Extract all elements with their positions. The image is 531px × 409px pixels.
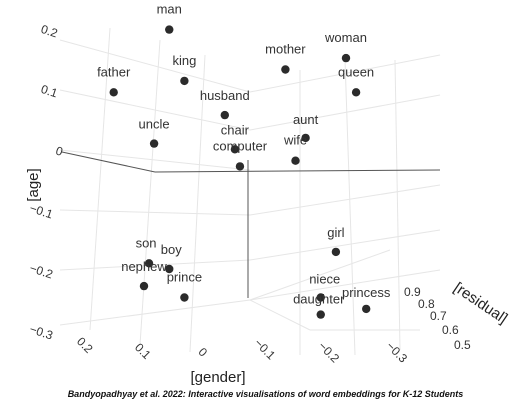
grid [59, 27, 441, 356]
data-point-wife [291, 156, 300, 165]
point-label-princess: princess [342, 285, 391, 300]
x-tick-label: −0.2 [315, 339, 342, 366]
data-point-boy [165, 264, 174, 274]
grid-line [249, 229, 441, 261]
y-axis-title: [age] [25, 168, 42, 201]
data-point-woman [341, 53, 351, 63]
point-label-uncle: uncle [139, 117, 170, 132]
axis-line-left [61, 151, 156, 173]
z-axis-title: [residual] [451, 279, 511, 327]
point-label-nephew: nephew [121, 259, 167, 274]
data-point-father [109, 88, 118, 97]
data-point-computer [235, 162, 245, 171]
data-point-daughter [316, 310, 325, 319]
data-point-nephew [139, 281, 149, 291]
grid-line [249, 269, 441, 301]
grid-line [139, 39, 161, 346]
grid-line [249, 249, 391, 301]
grid-line [344, 59, 356, 356]
point-label-boy: boy [161, 242, 182, 257]
grid-line [59, 149, 251, 171]
grid-line [59, 259, 251, 271]
x-tick-label: 0 [196, 345, 211, 360]
point-label-mother: mother [265, 42, 306, 57]
point-label-chair: chair [221, 122, 250, 137]
x-axis-title: [gender] [190, 369, 245, 386]
data-points: man woman mother queen father king husband aunt… [97, 2, 391, 319]
y-tick-label: 0 [54, 144, 65, 159]
x-tick-label: 0.1 [132, 340, 154, 362]
y-tick-label: −0.2 [28, 261, 55, 282]
point-label-daughter: daughter [293, 292, 345, 307]
x-tick-label: −0.3 [383, 339, 410, 366]
z-tick-label: 0.8 [418, 297, 435, 311]
data-point-aunt [301, 133, 310, 143]
point-label-niece: niece [309, 272, 340, 287]
data-point-husband [220, 110, 229, 120]
data-point-queen [351, 88, 361, 97]
point-label-wife: wife [283, 133, 307, 148]
grid-line [89, 27, 111, 331]
z-tick-label: 0.6 [442, 323, 459, 337]
grid-line [394, 59, 401, 351]
point-label-husband: husband [200, 88, 250, 103]
data-point-king [180, 76, 189, 86]
data-point-chair [230, 145, 240, 154]
figure-caption: Bandyopadhyay et al. 2022: Interactive v… [67, 389, 464, 399]
grid-line [249, 184, 441, 216]
z-tick-label: 0.7 [430, 309, 447, 323]
point-label-man: man [157, 2, 182, 17]
point-label-king: king [172, 53, 196, 68]
point-label-prince: prince [167, 270, 202, 285]
y-tick-label: 0.1 [39, 82, 60, 101]
point-label-computer: computer [213, 138, 268, 153]
data-point-prince [180, 293, 189, 302]
point-label-aunt: aunt [293, 112, 319, 127]
data-point-son [144, 259, 154, 268]
grid-line [59, 39, 251, 93]
data-point-mother [281, 65, 290, 74]
y-tick-label: 0.2 [39, 22, 60, 41]
scatter-chart-3d: 0.2 0.1 0 −0.1 −0.2 −0.3 0.2 0.1 0 −0.1 −0.2 −0.3 0.… [25, 2, 511, 386]
data-point-niece [316, 293, 325, 302]
grid-line [59, 299, 251, 326]
y-tick-label: −0.1 [28, 201, 55, 222]
point-label-father: father [97, 64, 131, 79]
data-point-princess [362, 304, 371, 314]
y-tick-label: −0.3 [28, 322, 55, 343]
data-point-man [165, 25, 174, 34]
z-tick-label: 0.5 [454, 338, 471, 352]
x-tick-label: 0.2 [74, 334, 96, 356]
x-tick-label: −0.1 [251, 336, 278, 363]
data-point-uncle [149, 139, 159, 148]
axis-line-right [154, 169, 441, 173]
z-tick-label: 0.9 [404, 285, 421, 299]
grid-line [189, 54, 206, 353]
grid-line [249, 94, 441, 131]
point-label-queen: queen [338, 64, 374, 79]
tick-labels: 0.2 0.1 0 −0.1 −0.2 −0.3 0.2 0.1 0 −0.1 −0.2 −0.3 0.… [28, 22, 471, 366]
grid-line [249, 299, 311, 331]
grid-line [59, 209, 251, 216]
data-point-girl [331, 247, 341, 257]
point-label-girl: girl [327, 225, 344, 240]
point-label-son: son [136, 235, 157, 250]
point-label-woman: woman [324, 30, 367, 45]
